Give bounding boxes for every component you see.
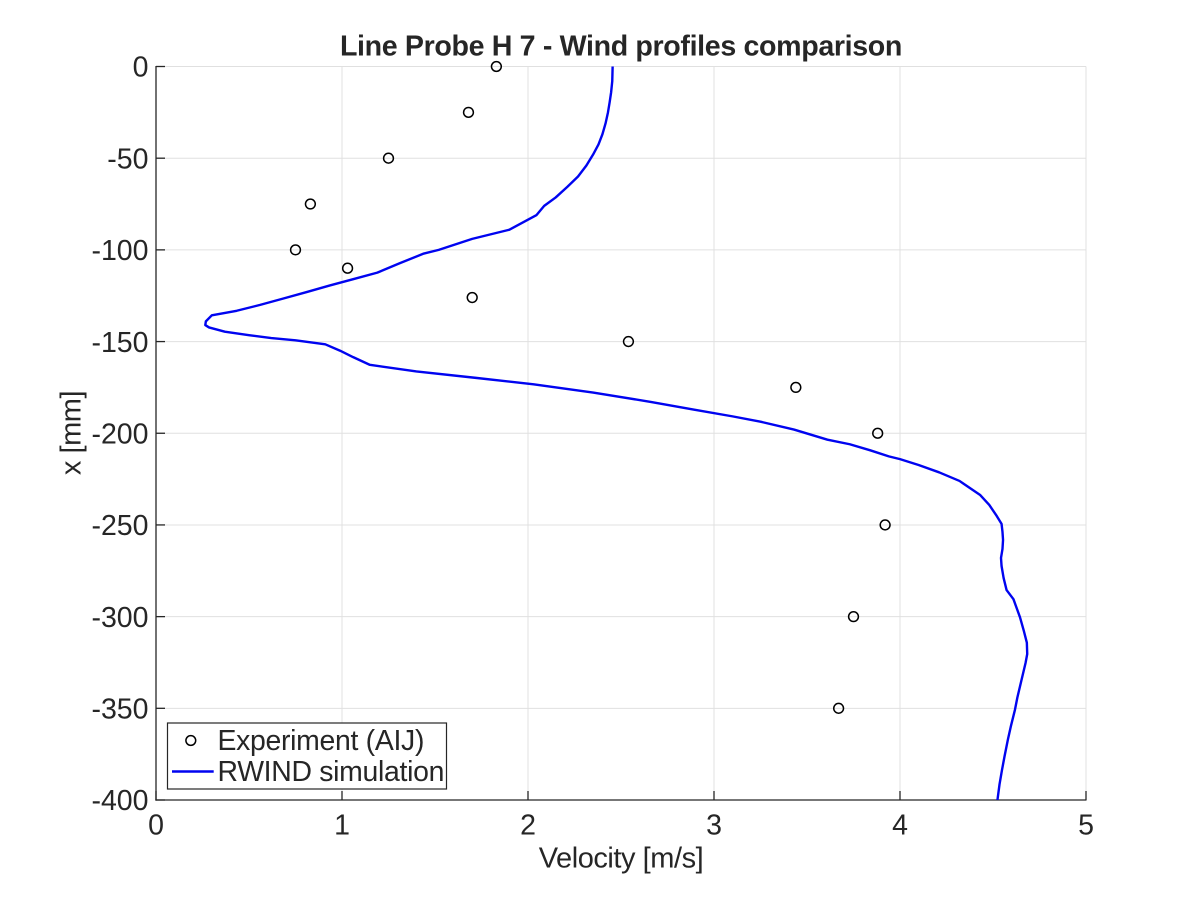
- axis-spines: [155, 66, 1087, 801]
- y-tick-label: 0: [133, 52, 149, 84]
- experiment-data-point: [790, 381, 802, 394]
- axis-ticks: [155, 65, 1087, 801]
- experiment-data-point: [872, 427, 884, 439]
- legend-label-simulation: RWIND simulation: [218, 756, 445, 788]
- y-axis-label: x [mm]: [56, 391, 88, 475]
- y-tick-label: -200: [91, 418, 148, 450]
- legend-box: Experiment (AIJ) RWIND simulation: [166, 722, 448, 790]
- experiment-data-point: [289, 244, 302, 256]
- x-tick-label: 3: [706, 810, 722, 842]
- experiment-data-point: [832, 702, 845, 714]
- experiment-data-point: [847, 610, 860, 623]
- experiment-data-point: [466, 291, 478, 304]
- y-tick-label: -100: [91, 235, 148, 267]
- legend-label-experiment: Experiment (AIJ): [218, 725, 425, 757]
- x-tick-label: 1: [334, 810, 350, 842]
- x-tick-labels: 0 1 2 3 4 5: [148, 810, 1094, 842]
- experiment-scatter-series: [289, 60, 891, 714]
- experiment-data-point: [622, 335, 635, 348]
- grid-lines: [155, 66, 1087, 801]
- y-tick-label: -150: [91, 327, 148, 359]
- x-axis-label: Velocity [m/s]: [539, 842, 704, 874]
- experiment-data-point: [490, 60, 503, 73]
- x-tick-label: 5: [1078, 810, 1094, 842]
- y-tick-labels: 0 -50 -100 -150 -200 -250 -300 -350 -400: [91, 52, 148, 818]
- x-tick-label: 2: [520, 810, 536, 842]
- y-tick-label: -400: [91, 785, 148, 817]
- x-tick-label: 4: [892, 810, 908, 842]
- experiment-data-point: [462, 106, 475, 118]
- experiment-data-point: [382, 152, 395, 164]
- legend-experiment-marker-icon: [185, 734, 197, 747]
- y-tick-label: -50: [107, 143, 148, 175]
- experiment-data-point: [879, 519, 891, 531]
- rwind-simulation-curve: [204, 66, 1029, 801]
- experiment-data-point: [304, 198, 317, 210]
- x-tick-label: 0: [148, 810, 164, 842]
- simulation-curve-series: [204, 66, 1029, 801]
- legend-frame: [166, 722, 448, 790]
- y-tick-label: -300: [91, 602, 148, 634]
- chart-title: Line Probe H 7 - Wind profiles compariso…: [340, 31, 902, 63]
- y-tick-label: -250: [91, 510, 148, 542]
- y-tick-label: -350: [91, 694, 148, 726]
- experiment-data-point: [341, 262, 354, 274]
